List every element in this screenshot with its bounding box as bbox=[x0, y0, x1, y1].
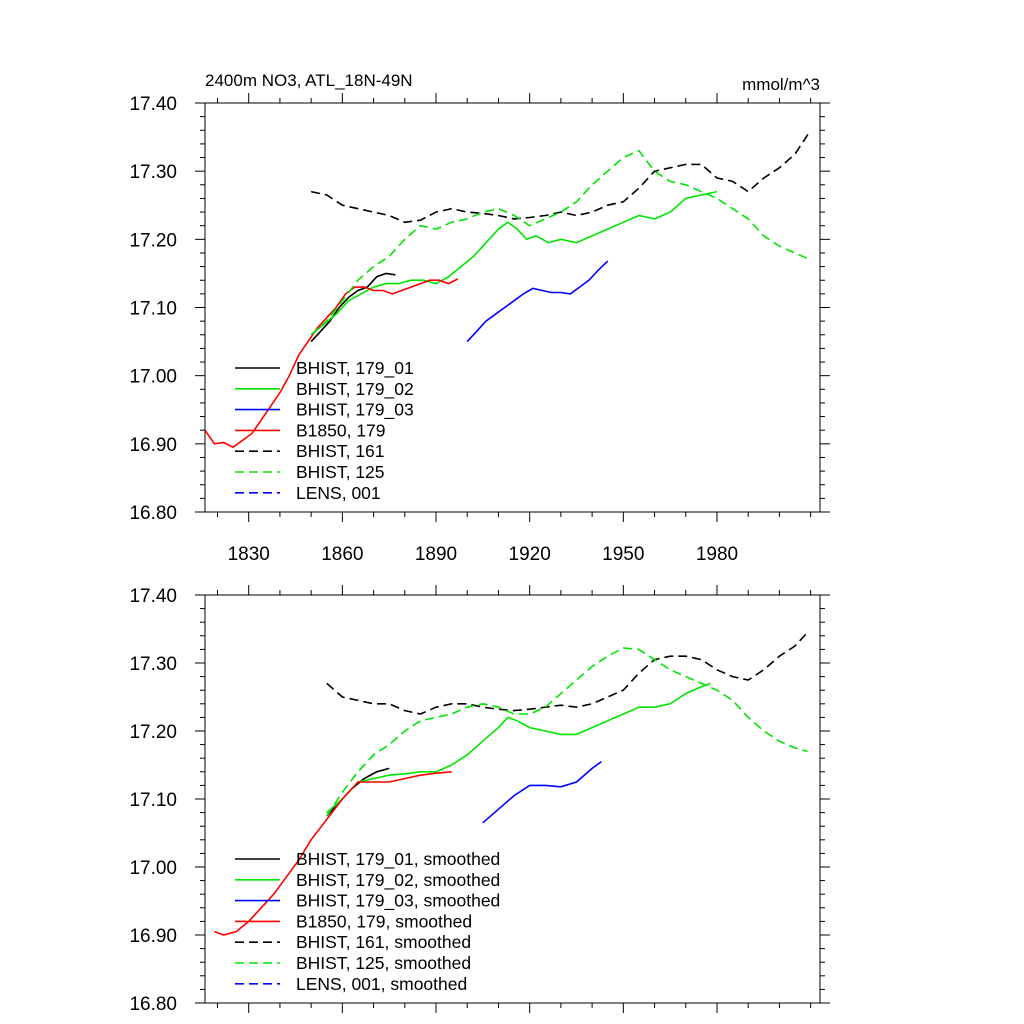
legend-label: LENS, 001 bbox=[296, 483, 381, 503]
legend-label: BHIST, 161 bbox=[296, 441, 385, 461]
legend-label: BHIST, 179_01 bbox=[296, 358, 414, 379]
y-tick-label: 17.10 bbox=[129, 790, 177, 811]
top-panel: 16.80 16.90 17.00 17.10 17.20 17.30 17.40 1830 1… bbox=[129, 71, 830, 565]
y-tick-label: 17.00 bbox=[129, 858, 177, 879]
series-line-3 bbox=[205, 278, 459, 449]
series-line-0 bbox=[326, 767, 390, 817]
x-tick-label: 1980 bbox=[696, 544, 738, 565]
legend-label: LENS, 001, smoothed bbox=[296, 974, 467, 994]
x-tick-label: 1920 bbox=[509, 544, 551, 565]
legend-label: BHIST, 179_01, smoothed bbox=[296, 849, 500, 870]
y-tick-label: 17.30 bbox=[129, 654, 177, 675]
legend-label: BHIST, 179_02 bbox=[296, 379, 414, 400]
y-tick-label: 16.80 bbox=[129, 994, 177, 1015]
legend-label: BHIST, 125, smoothed bbox=[296, 953, 471, 973]
series-line-1 bbox=[310, 190, 718, 336]
series-line-5 bbox=[310, 149, 811, 336]
series-line-2 bbox=[466, 260, 609, 343]
bottom-panel: 16.80 16.90 17.00 17.10 17.20 17.30 17.40 BHIST… bbox=[129, 585, 830, 1015]
units-label: mmol/m^3 bbox=[742, 75, 820, 94]
chart-title: 2400m NO3, ATL_18N-49N bbox=[205, 71, 413, 90]
legend-label: BHIST, 179_03, smoothed bbox=[296, 891, 500, 912]
legend-label: BHIST, 179_02, smoothed bbox=[296, 870, 500, 891]
series-line-1 bbox=[326, 682, 711, 814]
x-tick-label: 1830 bbox=[228, 544, 270, 565]
y-tick-label: 17.40 bbox=[129, 94, 177, 115]
y-tick-label: 17.10 bbox=[129, 299, 177, 320]
series-line-2 bbox=[482, 760, 602, 824]
series-line-0 bbox=[310, 272, 396, 343]
y-tick-label: 17.20 bbox=[129, 230, 177, 251]
legend-label: B1850, 179 bbox=[296, 420, 386, 440]
legend-label: BHIST, 125 bbox=[296, 462, 385, 482]
y-tick-label: 17.20 bbox=[129, 722, 177, 743]
y-tick-label: 16.90 bbox=[129, 435, 177, 456]
y-tick-label: 17.30 bbox=[129, 162, 177, 183]
series-line-4 bbox=[326, 631, 809, 715]
y-tick-label: 17.40 bbox=[129, 586, 177, 607]
legend-label: BHIST, 179_03 bbox=[296, 400, 414, 421]
y-tick-label: 16.90 bbox=[129, 926, 177, 947]
x-tick-label: 1950 bbox=[602, 544, 644, 565]
series-line-4 bbox=[310, 129, 812, 224]
y-tick-label: 17.00 bbox=[129, 367, 177, 388]
legend-label: B1850, 179, smoothed bbox=[296, 911, 472, 931]
series-line-3 bbox=[214, 771, 452, 936]
y-tick-label: 16.80 bbox=[129, 503, 177, 524]
x-tick-label: 1860 bbox=[321, 544, 363, 565]
x-tick-label: 1890 bbox=[415, 544, 457, 565]
legend-label: BHIST, 161, smoothed bbox=[296, 932, 471, 952]
series-line-5 bbox=[326, 647, 808, 817]
